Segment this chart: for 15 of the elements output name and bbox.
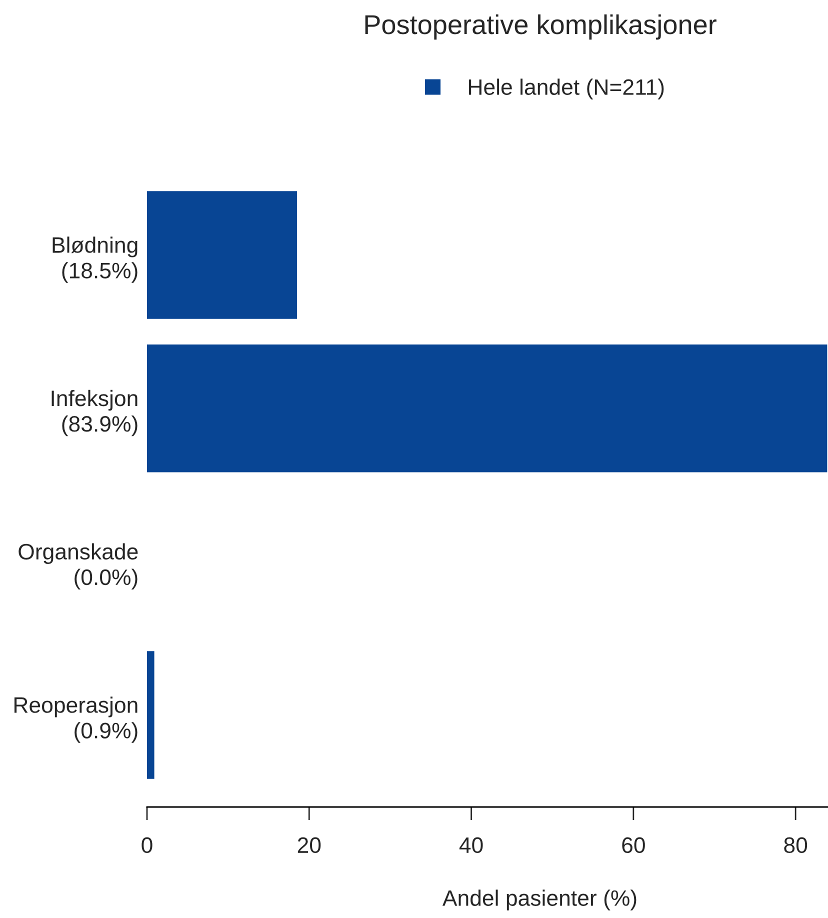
chart-title: Postoperative komplikasjoner bbox=[365, 14, 716, 40]
bar bbox=[147, 191, 297, 319]
x-tick-label: 80 bbox=[784, 837, 808, 854]
bar bbox=[147, 344, 828, 472]
x-tick-label: 20 bbox=[298, 837, 321, 854]
y-tick-label: Organskade (0.0%) bbox=[18, 543, 138, 590]
y-tick-label: Blødning (18.5%) bbox=[52, 236, 138, 283]
legend-label: Hele landet (N=211) bbox=[469, 78, 664, 100]
x-tick-label: 40 bbox=[459, 837, 483, 854]
x-axis-title: Andel pasienter (%) bbox=[442, 890, 636, 910]
y-tick-label: Reoperasjon (0.9%) bbox=[14, 696, 138, 743]
x-tick-label: 60 bbox=[622, 837, 645, 854]
y-tick-label: Infeksjon (83.9%) bbox=[52, 390, 138, 436]
x-tick-label: 0 bbox=[142, 837, 152, 854]
bar bbox=[147, 651, 154, 779]
